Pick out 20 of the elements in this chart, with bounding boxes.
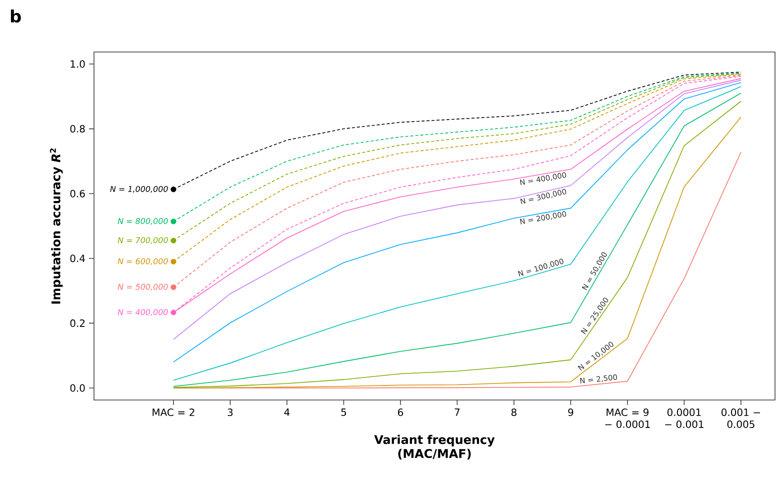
y-axis-title: Imputation accuracy R$^{2}$ (50, 148, 63, 304)
x-tick-label: 8 (511, 408, 516, 416)
y-tick-label: 1.0 (70, 60, 85, 68)
y-tick-label: 0.6 (70, 190, 85, 198)
x-tick-label: 7 (454, 408, 460, 416)
x-tick-label: 0.0001 − 0.001 (665, 408, 704, 428)
y-tick-label: 0.2 (70, 319, 84, 327)
x-tick-label: 3 (228, 408, 233, 416)
x-axis-title: Variant frequency (MAC/MAF) (374, 434, 495, 460)
x-tick-label: 5 (341, 408, 346, 416)
y-tick-label: 0.4 (70, 254, 85, 262)
x-tick-label: MAC = 2 (152, 408, 194, 416)
text: b (10, 10, 21, 23)
x-tick-label: 9 (568, 408, 574, 416)
y-tick-label: 0.8 (70, 125, 85, 133)
y-tick-label: 0.0 (70, 384, 85, 392)
x-tick-label: 4 (284, 408, 290, 416)
x-tick-label: 0.001 − 0.005 (722, 408, 760, 428)
x-tick-label: 6 (398, 408, 404, 416)
x-tick-label: MAC = 9 − 0.0001 (605, 408, 650, 428)
